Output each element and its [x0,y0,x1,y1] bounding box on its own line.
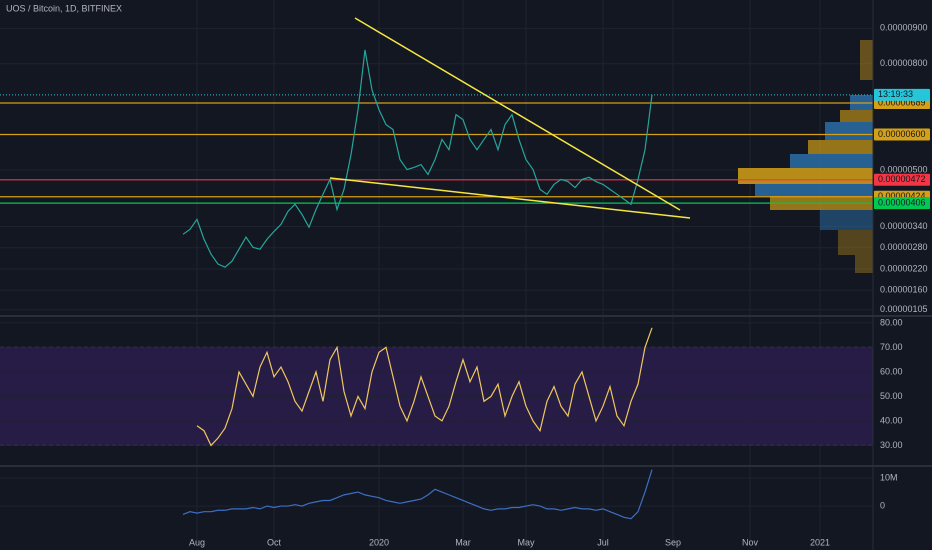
y-tick-label: 0.00000900 [880,23,928,33]
vp-bar [738,168,873,184]
vp-bar [840,110,873,122]
countdown-label: 13:19:33 [878,89,913,99]
y-tick-label: 0.00000105 [880,304,928,314]
x-tick-label: Nov [742,537,759,547]
price-badge-label: 0.00000600 [878,129,926,139]
price-badge-label: 0.00000472 [878,174,926,184]
series-line [182,469,653,520]
series-line [196,327,653,447]
y-tick-label: 0.00000280 [880,242,928,252]
vp-bar [838,230,873,255]
price-badge-label: 0.00000424 [878,191,926,201]
vp-bar [755,184,873,196]
y-tick-label: 0.00000340 [880,221,928,231]
trendline [329,177,691,219]
countdown-badge [874,88,930,101]
vp-bar [808,140,873,154]
x-tick-label: 2021 [810,537,830,547]
price-badge [874,173,930,186]
y-tick-label: 50.00 [880,391,903,401]
price-badge-label: 0.00000689 [878,97,926,107]
y-tick-label: 60.00 [880,366,903,376]
vp-bar [855,255,873,273]
vp-bar [820,210,873,230]
vp-bar [825,122,873,140]
trendline [354,17,681,211]
y-tick-label: 0 [880,500,885,510]
x-tick-label: Aug [189,537,205,547]
y-tick-label: 0.00000800 [880,58,928,68]
y-tick-label: 0.00000500 [880,164,928,174]
y-tick-label: 10M [880,472,898,482]
grid-layer [0,0,873,545]
x-tick-label: Mar [455,537,471,547]
y-tick-label: 70.00 [880,342,903,352]
data-layer [0,49,873,520]
symbol-title: UOS / Bitcoin, 1D, BITFINEX [6,3,122,13]
x-tick-label: May [517,537,535,547]
y-tick-label: 80.00 [880,317,903,327]
vp-bar [790,154,873,168]
price-badge [874,197,930,210]
price-badge-label: 0.00000406 [878,198,926,208]
y-tick-label: 30.00 [880,440,903,450]
x-tick-label: Sep [665,537,681,547]
y-tick-label: 0.00000220 [880,263,928,273]
price-badge [874,128,930,141]
x-tick-label: Oct [267,537,282,547]
series-line [182,49,653,268]
vp-bar [860,40,873,80]
y-tick-label: 0.00000160 [880,285,928,295]
x-tick-label: Jul [597,537,609,547]
y-tick-label: 40.00 [880,415,903,425]
x-tick-label: 2020 [369,537,389,547]
